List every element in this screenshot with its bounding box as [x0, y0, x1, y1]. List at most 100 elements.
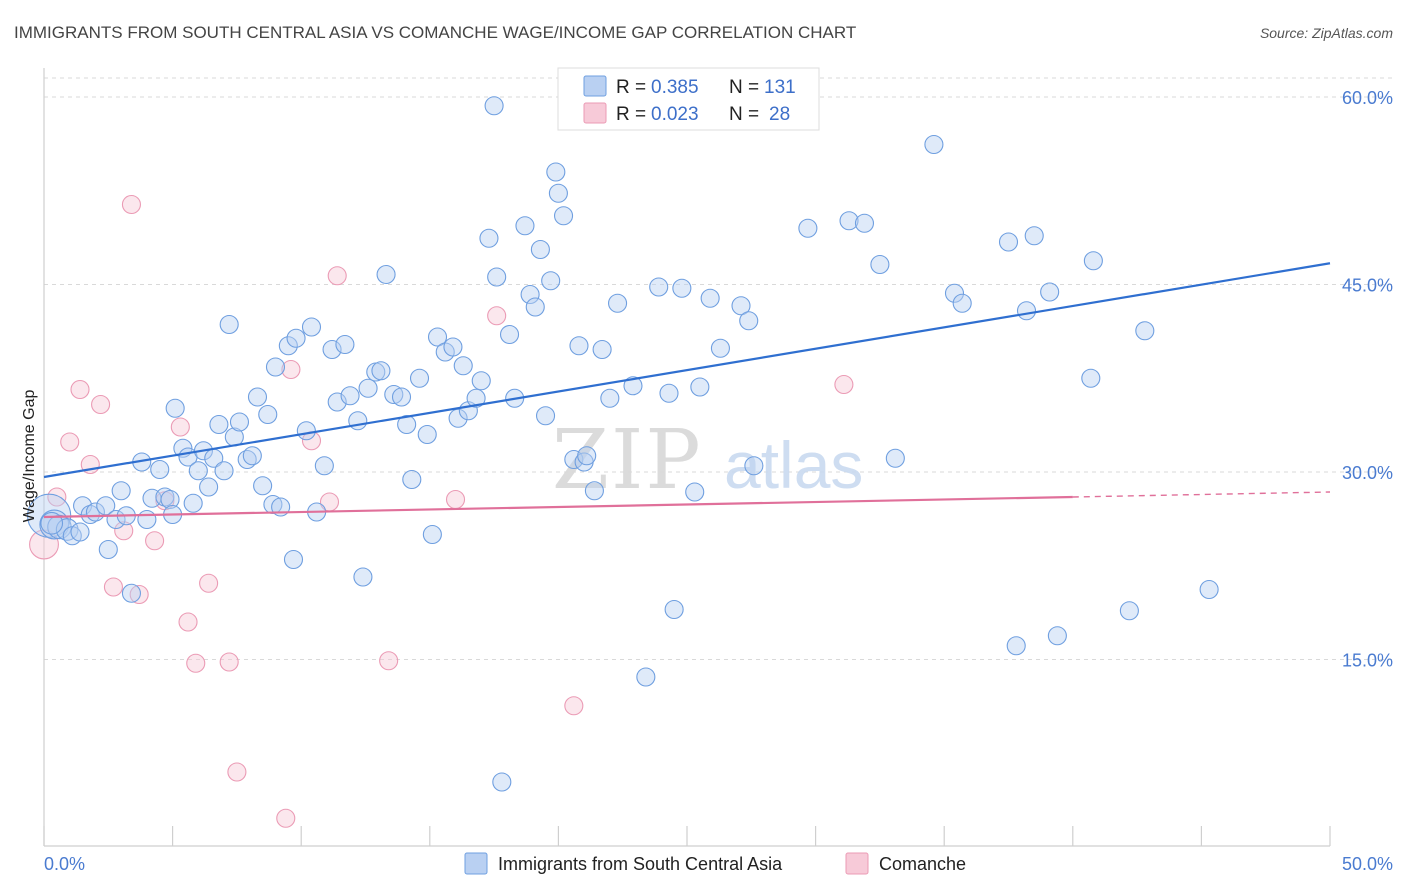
comanche-point	[70, 379, 90, 400]
comanche-point	[129, 584, 149, 605]
comanche-point	[219, 652, 239, 672]
asia-point	[402, 469, 422, 490]
comanche-point	[487, 306, 507, 326]
asia-point	[353, 567, 373, 587]
asia-point	[499, 324, 520, 345]
asia-point	[530, 239, 550, 260]
asia-point	[471, 371, 491, 391]
asia-point	[453, 356, 473, 376]
asia-point	[1040, 282, 1060, 302]
watermark-atlas: atlas	[724, 428, 863, 502]
asia-point	[70, 522, 90, 542]
asia-point	[608, 293, 628, 313]
asia-point	[924, 134, 944, 155]
asia-point	[371, 361, 391, 381]
asia-point	[229, 412, 250, 432]
trend-line-comanche-extension	[1072, 491, 1331, 498]
bottom-legend-label-comanche: Comanche	[879, 854, 966, 874]
asia-point	[199, 477, 219, 497]
asia-point	[584, 481, 604, 501]
bottom-legend-swatch-asia	[464, 852, 488, 875]
asia-point	[479, 228, 499, 248]
asia-point	[1006, 636, 1026, 656]
asia-point	[214, 461, 234, 481]
asia-point	[739, 311, 759, 331]
asia-point	[577, 446, 597, 466]
asia-point	[525, 297, 545, 317]
asia-point	[636, 667, 656, 687]
asia-point	[443, 337, 463, 357]
asia-point	[80, 504, 100, 525]
watermark-zip: ZIP	[552, 413, 703, 508]
trend-line-comanche	[43, 495, 1073, 519]
series-south-central-asia-points	[26, 96, 1219, 792]
asia-point	[1047, 626, 1067, 646]
x-tick-label-min: 0.0%	[44, 854, 85, 874]
top-legend: R = 0.385 N = 131 R = 0.023 N = 28	[557, 67, 820, 131]
asia-point	[348, 411, 368, 431]
comanche-point	[379, 651, 399, 671]
asia-point	[314, 456, 334, 476]
asia-point	[160, 489, 180, 510]
asia-point	[710, 338, 730, 358]
asia-point	[253, 476, 273, 496]
asia-point	[870, 254, 890, 275]
asia-point	[553, 206, 574, 226]
comanche-point	[445, 489, 466, 510]
legend-swatch-comanche	[583, 102, 607, 124]
asia-point	[592, 339, 612, 360]
asia-point	[247, 387, 268, 407]
asia-point	[623, 376, 643, 396]
asia-point	[409, 368, 430, 388]
asia-point	[150, 459, 170, 480]
asia-point	[548, 183, 568, 203]
asia-point	[286, 328, 306, 348]
asia-point	[242, 446, 262, 466]
legend-swatch-asia	[583, 75, 607, 97]
asia-point	[944, 283, 965, 303]
asia-point	[301, 317, 322, 337]
asia-point	[685, 482, 705, 502]
comanche-point	[276, 808, 296, 828]
bottom-legend-swatch-comanche	[845, 852, 869, 875]
comanche-point	[47, 487, 67, 507]
asia-point	[1016, 301, 1037, 321]
comanche-point	[834, 374, 854, 395]
asia-point	[466, 388, 486, 408]
watermark: ZIP atlas	[552, 413, 863, 508]
asia-point	[296, 421, 316, 441]
asia-point	[397, 414, 417, 435]
asia-point	[422, 524, 442, 545]
asia-point	[515, 216, 535, 236]
asia-point	[219, 314, 239, 335]
asia-point	[278, 336, 298, 356]
asia-point	[1024, 226, 1044, 246]
x-axis-ticks	[43, 826, 1331, 846]
asia-point	[1119, 601, 1139, 621]
gridlines	[44, 77, 1393, 660]
legend-asia-n-value: 131	[764, 77, 796, 98]
asia-point	[55, 518, 79, 541]
asia-point	[1083, 251, 1103, 271]
asia-point	[165, 398, 185, 418]
asia-point	[322, 339, 342, 360]
y-axis-title: Wage/Income Gap	[21, 390, 38, 523]
comanche-point	[227, 762, 247, 782]
asia-point	[690, 377, 710, 397]
asia-point	[183, 493, 203, 513]
trend-lines	[43, 262, 1331, 519]
y-tick-label-15: 15.0%	[1342, 651, 1393, 671]
comanche-point	[170, 417, 190, 437]
asia-point	[659, 383, 679, 403]
asia-point	[417, 424, 437, 445]
asia-point	[998, 232, 1019, 252]
asia-point	[600, 388, 620, 408]
asia-point	[265, 357, 286, 377]
chart-title: IMMIGRANTS FROM SOUTH CENTRAL ASIA VS CO…	[14, 23, 856, 42]
asia-point	[384, 384, 404, 405]
comanche-point	[178, 612, 198, 632]
asia-point	[700, 288, 720, 308]
comanche-point	[60, 432, 80, 452]
legend-comanche-n-value: 28	[769, 104, 790, 125]
